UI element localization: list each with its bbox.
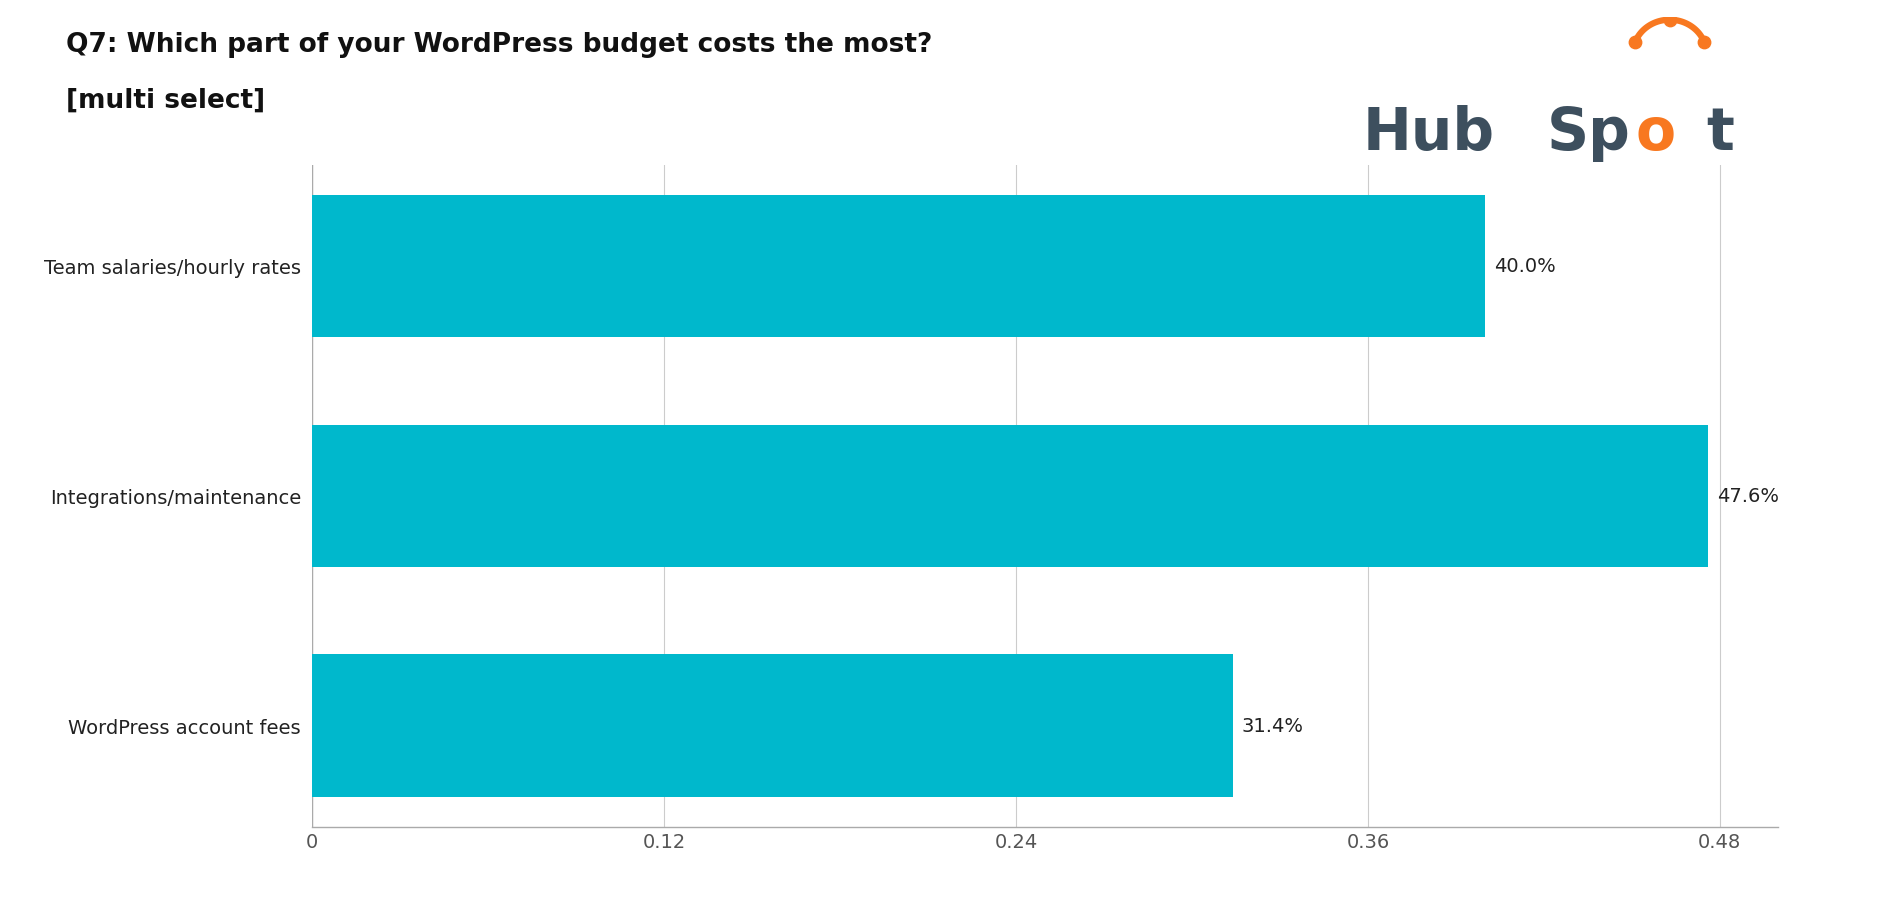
Point xyxy=(1654,13,1684,28)
Text: [multi select]: [multi select] xyxy=(66,87,265,113)
Point xyxy=(1690,36,1720,51)
Text: Q7: Which part of your WordPress budget costs the most?: Q7: Which part of your WordPress budget … xyxy=(66,32,933,58)
Bar xyxy=(312,196,1485,338)
Text: 31.4%: 31.4% xyxy=(1241,717,1304,735)
Text: 40.0%: 40.0% xyxy=(1495,257,1555,276)
Text: Sp: Sp xyxy=(1546,105,1631,162)
Text: o: o xyxy=(1635,105,1676,162)
Text: Hub: Hub xyxy=(1362,105,1495,162)
Bar xyxy=(312,425,1708,567)
Text: 47.6%: 47.6% xyxy=(1716,487,1778,505)
Point xyxy=(1620,36,1650,51)
Text: t: t xyxy=(1707,105,1735,162)
Bar xyxy=(312,654,1234,797)
